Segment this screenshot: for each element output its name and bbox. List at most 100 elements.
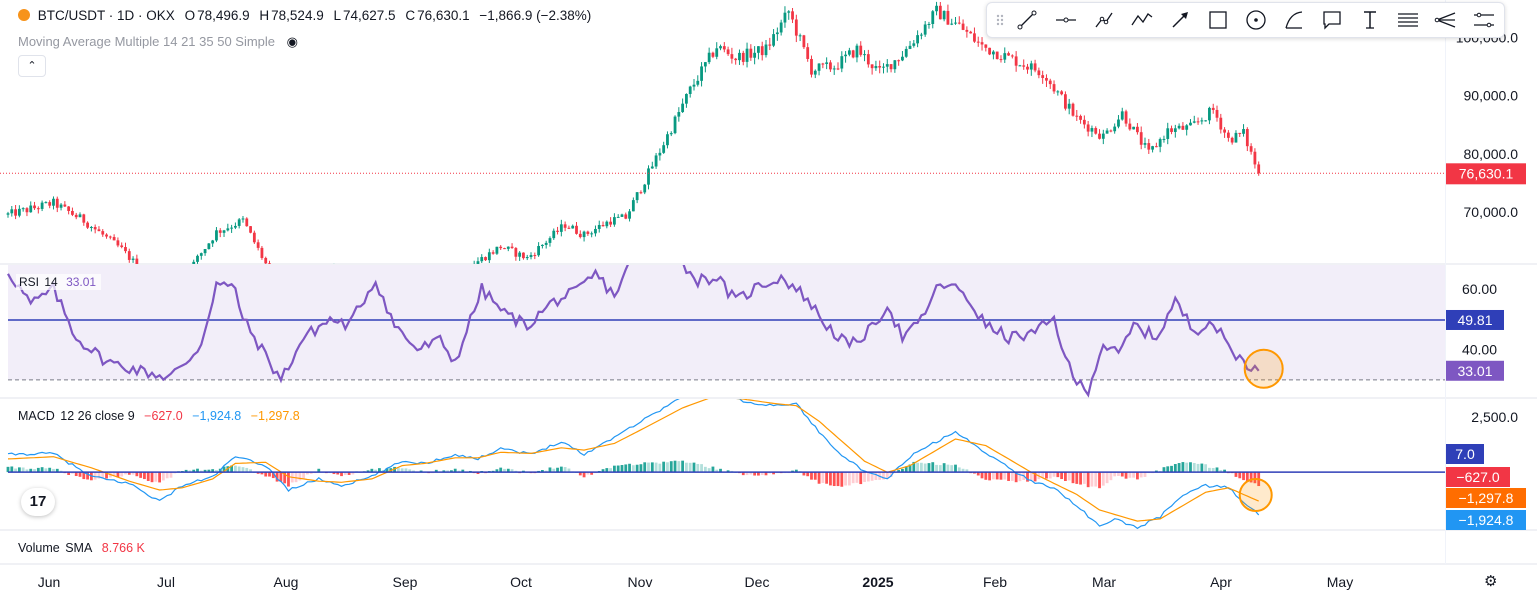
macd-hist-bar (757, 472, 760, 476)
macd-hist-bar (476, 472, 480, 474)
time-tick-label: 2025 (862, 574, 893, 590)
candle-body (1029, 63, 1033, 70)
open-value: 78,496.9 (197, 8, 250, 23)
ma-legend-text: Moving Average Multiple 14 21 35 50 Simp… (18, 34, 276, 49)
candle-body (537, 246, 540, 256)
curve-icon[interactable] (1281, 7, 1307, 33)
circle-icon[interactable] (1243, 7, 1269, 33)
macd-hist-bar (908, 464, 912, 473)
rsi-pane[interactable] (7, 246, 1445, 398)
macd-zero-badge-label: 7.0 (1455, 446, 1475, 462)
macd-hist-bar (52, 468, 55, 473)
callout-icon[interactable] (1319, 7, 1345, 33)
macd-hist-bar (863, 472, 866, 482)
macd-hist-bar (954, 464, 957, 473)
candle-body (108, 236, 112, 238)
macd-hist-bar (112, 472, 116, 477)
candle-body (1075, 115, 1079, 117)
candle-body (67, 206, 71, 211)
macd-hist-value: −627.0 (144, 409, 183, 423)
candle-body (1067, 103, 1071, 109)
macd-hist-bar (726, 470, 730, 473)
candle-body (196, 255, 199, 262)
macd-hist-badge-label: −627.0 (1456, 469, 1499, 485)
drag-handle-icon[interactable] (987, 7, 1004, 33)
macd-hist-bar (942, 463, 946, 473)
macd-pane[interactable] (6, 391, 1445, 530)
trend-line-icon[interactable] (1014, 7, 1040, 33)
macd-hist-bar (1219, 470, 1223, 473)
candle-body (1010, 55, 1014, 57)
macd-hist-bar (1143, 472, 1147, 477)
macd-hist-bar (97, 472, 101, 479)
candle-body (207, 243, 211, 250)
candle-body (563, 224, 567, 228)
candle-body (829, 62, 832, 70)
macd-hist-bar (749, 472, 753, 475)
text-icon[interactable] (1357, 7, 1383, 33)
polyline-icon[interactable] (1091, 7, 1117, 33)
candle-body (40, 202, 44, 209)
path-icon[interactable] (1129, 7, 1155, 33)
candle-body (601, 224, 605, 227)
price-pane[interactable] (0, 1, 1445, 309)
candle-body (677, 112, 681, 117)
candle-body (1037, 70, 1041, 76)
macd-hist-bar (616, 465, 620, 473)
pitchfork-icon[interactable] (1433, 7, 1459, 33)
horizontal-ray-icon[interactable] (1053, 7, 1079, 33)
macd-hist-bar (33, 469, 36, 473)
macd-hist-bar (961, 468, 965, 473)
symbol-legend: BTC/USDT · 1D · OKX O 78,496.9 H 78,524.9 … (18, 8, 593, 23)
macd-hist-bar (889, 472, 893, 477)
candle-body (1238, 132, 1242, 134)
collapse-legend-button[interactable]: ⌃ (18, 55, 46, 77)
macd-hist-bar (309, 472, 313, 474)
macd-hist-bar (1173, 464, 1177, 473)
eye-hidden-icon[interactable]: ◉ (286, 34, 298, 49)
macd-hist-bar (343, 472, 347, 475)
candle-body (237, 219, 241, 226)
macd-hist-bar (901, 468, 904, 473)
high-value: 78,524.9 (271, 8, 324, 23)
candle-body (10, 209, 14, 214)
macd-hist-bar (71, 472, 74, 474)
candle-body (1154, 146, 1158, 148)
rectangle-icon[interactable] (1205, 7, 1231, 33)
macd-hist-bar (249, 469, 252, 473)
settings-gear-icon[interactable]: ⚙ (1484, 573, 1498, 590)
volume-name: Volume (18, 541, 60, 555)
fib-retracement-icon[interactable] (1395, 7, 1421, 33)
candle-body (878, 66, 882, 68)
macd-hist-bar (1079, 472, 1082, 485)
candle-body (904, 48, 908, 57)
macd-hist-bar (988, 472, 992, 481)
candle-body (135, 258, 139, 264)
arrow-icon[interactable] (1167, 7, 1193, 33)
candle-body (518, 252, 522, 257)
macd-hist-bar (48, 467, 52, 473)
candle-body (1192, 121, 1196, 123)
macd-hist-bar (55, 468, 59, 473)
macd-hist-bar (127, 472, 131, 475)
parallel-channel-icon[interactable] (1471, 7, 1497, 33)
tradingview-logo[interactable]: 17 (21, 488, 55, 516)
macd-hist-bar (976, 472, 980, 476)
macd-hist-bar (1029, 472, 1033, 481)
candle-body (1022, 65, 1026, 67)
candle-body (779, 22, 783, 33)
macd-hist-bar (78, 472, 82, 477)
candle-body (97, 229, 101, 232)
macd-hist-bar (673, 460, 677, 473)
macd-hist-bar (885, 472, 889, 479)
candle-body (112, 237, 116, 241)
candle-body (211, 240, 215, 244)
ma-legend[interactable]: Moving Average Multiple 14 21 35 50 Simp… (18, 34, 300, 50)
candle-body (101, 231, 105, 235)
time-tick-label: Dec (745, 574, 770, 590)
candle-body (787, 11, 791, 13)
macd-hist-bar (434, 469, 438, 473)
candle-body (256, 242, 260, 248)
macd-hist-bar (161, 472, 165, 481)
